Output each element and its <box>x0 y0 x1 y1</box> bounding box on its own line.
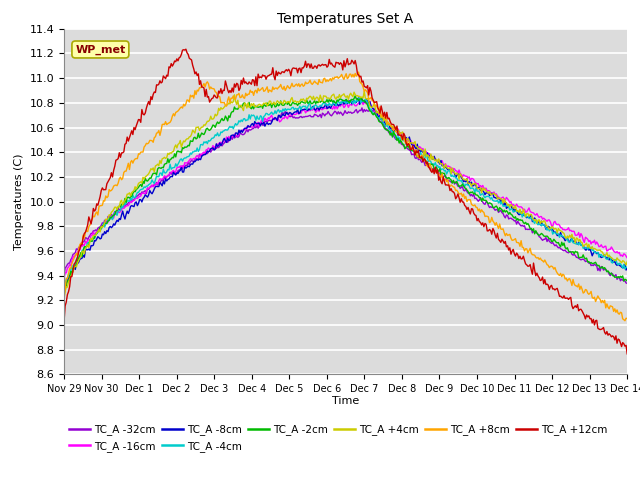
TC_A -4cm <box>611 257 619 263</box>
TC_A -4cm <box>60 286 68 291</box>
TC_A +12cm <box>611 337 619 343</box>
TC_A -8cm <box>611 259 619 264</box>
TC_A +12cm <box>397 132 404 138</box>
TC_A -16cm <box>623 255 631 261</box>
TC_A -8cm <box>366 99 374 105</box>
TC_A -16cm <box>523 209 531 215</box>
Title: Temperatures Set A: Temperatures Set A <box>278 12 413 26</box>
TC_A +8cm <box>366 96 374 102</box>
TC_A -2cm <box>623 278 631 284</box>
TC_A +8cm <box>328 78 335 84</box>
TC_A -8cm <box>623 265 631 271</box>
TC_A -4cm <box>356 95 364 101</box>
TC_A +8cm <box>523 246 531 252</box>
TC_A -16cm <box>611 249 619 255</box>
TC_A -32cm <box>397 139 404 145</box>
Line: TC_A +4cm: TC_A +4cm <box>64 91 627 299</box>
Legend: TC_A -32cm, TC_A -16cm, TC_A -8cm, TC_A -4cm, TC_A -2cm, TC_A +4cm, TC_A +8cm, T: TC_A -32cm, TC_A -16cm, TC_A -8cm, TC_A … <box>69 424 607 452</box>
TC_A -2cm <box>523 222 531 228</box>
TC_A -2cm <box>351 93 359 99</box>
TC_A -4cm <box>366 108 374 113</box>
TC_A -2cm <box>60 291 68 297</box>
TC_A -32cm <box>523 226 531 232</box>
TC_A +4cm <box>366 103 374 109</box>
TC_A -2cm <box>611 275 619 280</box>
Line: TC_A -32cm: TC_A -32cm <box>64 108 627 283</box>
TC_A -16cm <box>365 102 372 108</box>
TC_A +8cm <box>397 131 404 136</box>
TC_A -8cm <box>523 215 531 221</box>
TC_A +4cm <box>397 131 404 137</box>
X-axis label: Time: Time <box>332 396 359 406</box>
TC_A -16cm <box>366 98 374 104</box>
TC_A +12cm <box>182 46 189 52</box>
TC_A +12cm <box>523 262 531 268</box>
TC_A -8cm <box>328 104 335 109</box>
TC_A +4cm <box>360 88 368 94</box>
TC_A +8cm <box>355 69 362 75</box>
TC_A +12cm <box>329 62 337 68</box>
Line: TC_A +8cm: TC_A +8cm <box>64 72 627 321</box>
TC_A +8cm <box>623 316 631 322</box>
TC_A +4cm <box>623 259 631 264</box>
TC_A +4cm <box>60 296 68 302</box>
TC_A -4cm <box>397 138 404 144</box>
TC_A +8cm <box>331 74 339 80</box>
TC_A -16cm <box>60 277 68 283</box>
TC_A -2cm <box>366 108 374 114</box>
TC_A -32cm <box>331 108 339 114</box>
TC_A +8cm <box>611 306 619 312</box>
TC_A -8cm <box>355 95 362 101</box>
TC_A +12cm <box>623 351 631 357</box>
TC_A +4cm <box>611 257 619 263</box>
TC_A -32cm <box>358 105 366 111</box>
TC_A -32cm <box>623 280 631 286</box>
TC_A -16cm <box>328 106 335 111</box>
TC_A +12cm <box>60 319 68 325</box>
TC_A -16cm <box>331 106 339 112</box>
TC_A +4cm <box>328 93 335 99</box>
TC_A -32cm <box>60 274 68 279</box>
TC_A -8cm <box>397 130 404 136</box>
TC_A -2cm <box>397 138 404 144</box>
TC_A -2cm <box>331 99 339 105</box>
TC_A -8cm <box>331 102 339 108</box>
TC_A -2cm <box>328 97 335 103</box>
TC_A +8cm <box>60 294 68 300</box>
Y-axis label: Temperatures (C): Temperatures (C) <box>14 153 24 250</box>
TC_A -4cm <box>328 102 335 108</box>
TC_A +4cm <box>523 211 531 216</box>
TC_A +8cm <box>621 318 628 324</box>
Line: TC_A -16cm: TC_A -16cm <box>64 101 627 280</box>
Line: TC_A +12cm: TC_A +12cm <box>64 49 627 354</box>
TC_A +4cm <box>331 95 339 101</box>
Line: TC_A -4cm: TC_A -4cm <box>64 98 627 288</box>
TC_A -32cm <box>366 107 374 113</box>
TC_A -32cm <box>611 273 619 279</box>
TC_A -16cm <box>397 132 404 137</box>
Line: TC_A -2cm: TC_A -2cm <box>64 96 627 294</box>
TC_A -4cm <box>523 214 531 219</box>
TC_A -4cm <box>623 264 631 270</box>
TC_A -4cm <box>331 100 339 106</box>
Text: WP_met: WP_met <box>76 44 125 55</box>
TC_A +12cm <box>366 84 374 90</box>
TC_A -32cm <box>328 113 335 119</box>
TC_A +12cm <box>332 60 340 65</box>
Line: TC_A -8cm: TC_A -8cm <box>64 98 627 295</box>
TC_A -8cm <box>60 292 68 298</box>
